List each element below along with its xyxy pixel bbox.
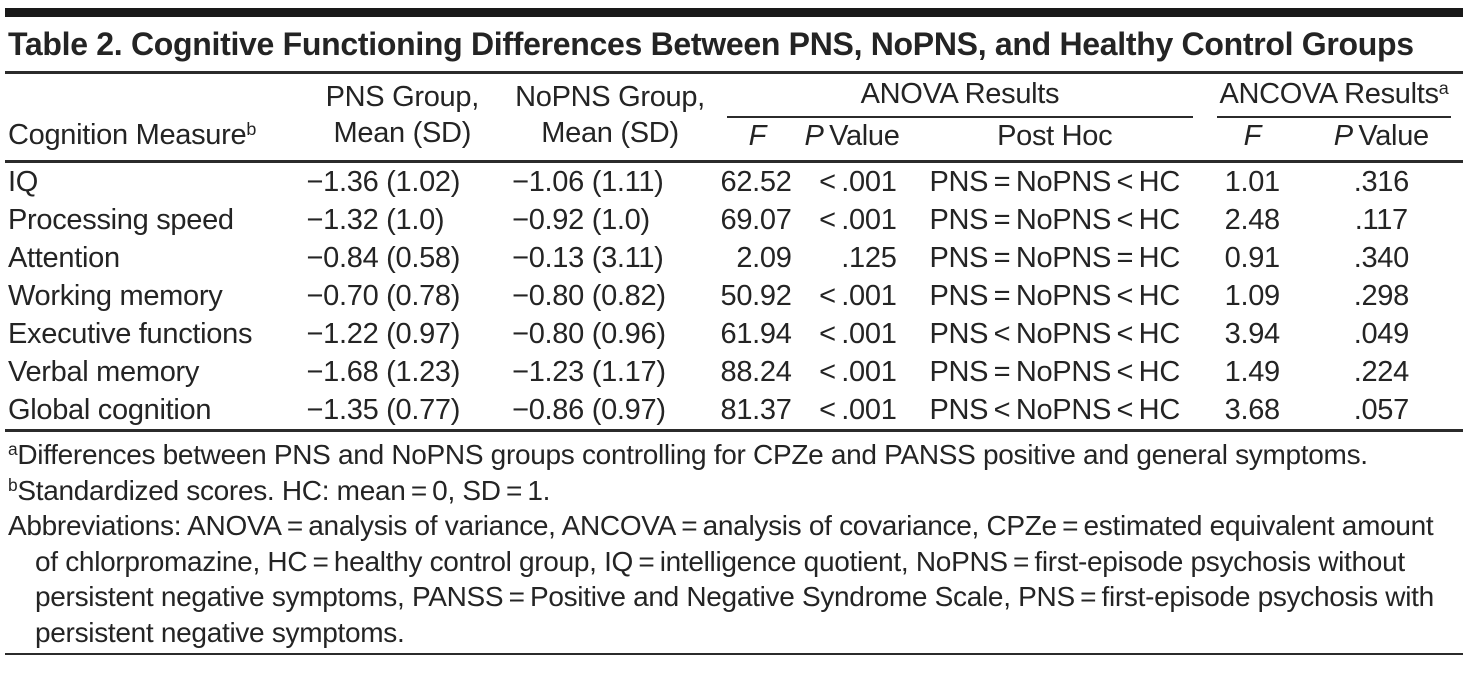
cell-post-hoc: PNS = NoPNS = HC [929, 242, 1180, 274]
cell-pns-mean: −1.68 (1.23) [306, 356, 461, 388]
title-rule [5, 71, 1463, 74]
cell-ancova-p: .117 [1354, 204, 1408, 236]
cell-anova-f: 62.52 [720, 166, 792, 198]
col-header-anova-p-value: P Value [799, 118, 905, 163]
cell-nopns-mean: −0.92 (1.0) [512, 204, 650, 236]
cell-ancova-f: 0.91 [1224, 242, 1281, 274]
table-row-processing-speed: Processing speed −1.32 (1.0) −0.92 (1.0)… [5, 201, 1463, 239]
cell-ancova-f: 3.68 [1204, 391, 1300, 432]
cell-ancova-p: .224 [1353, 356, 1410, 388]
col-header-ancova-f: F [1204, 118, 1300, 163]
cell-anova-f: 88.24 [720, 356, 792, 388]
cell-anova-f: 61.94 [720, 318, 792, 350]
col-header-cognition-measure: Cognition Measureb [5, 74, 300, 163]
cell-anova-f: 69.07 [720, 204, 792, 236]
header-row-subcolumns: F P Value Post Hoc F P Value [5, 118, 1463, 163]
col-header-pns-group: PNS Group, Mean (SD) [299, 74, 506, 163]
col-header-anova-f: F [715, 118, 800, 163]
footnote-marker-b: b [246, 119, 257, 140]
footnotes: aDifferences between PNS and NoPNS group… [8, 437, 1460, 650]
spanner-anova-label: ANOVA Results [727, 78, 1193, 118]
cell-measure: Processing speed [8, 204, 234, 236]
cell-ancova-p: .298 [1353, 280, 1410, 312]
cell-anova-p: .125 [841, 242, 897, 274]
cell-anova-p: < .001 [819, 280, 897, 312]
cell-post-hoc: PNS = NoPNS < HC [929, 280, 1180, 312]
spanner-ancova-label: ANCOVA Resultsa [1216, 78, 1451, 118]
footnote-a-text: Differences between PNS and NoPNS groups… [17, 439, 1368, 470]
footnote-b-marker: b [8, 474, 18, 495]
col-header-cognition-measure-label: Cognition Measure [8, 119, 247, 151]
cell-anova-p: < .001 [799, 391, 905, 432]
footnote-a-marker: a [8, 439, 18, 460]
spanner-ancova-results: ANCOVA Resultsa [1205, 74, 1463, 118]
top-rule [5, 8, 1463, 17]
table-row-global-cognition: Global cognition −1.35 (0.77) −0.86 (0.9… [5, 391, 1463, 432]
cell-nopns-mean: −0.86 (0.97) [505, 391, 716, 432]
spanner-anova-results: ANOVA Results [715, 74, 1205, 118]
cell-pns-mean: −1.22 (0.97) [306, 318, 461, 350]
table-body: IQ −1.36 (1.02) −1.06 (1.11) 62.52 < .00… [5, 162, 1463, 432]
cell-post-hoc: PNS < NoPNS < HC [904, 391, 1205, 432]
cell-anova-f: 50.92 [720, 280, 792, 312]
cell-anova-p: < .001 [819, 356, 897, 388]
table-row-attention: Attention −0.84 (0.58) −0.13 (3.11) 2.09… [5, 239, 1463, 277]
cell-ancova-p: .057 [1299, 391, 1463, 432]
cell-nopns-mean: −0.13 (3.11) [512, 242, 664, 274]
cell-ancova-f: 3.94 [1224, 318, 1281, 350]
cell-nopns-mean: −1.23 (1.17) [512, 356, 666, 388]
cell-post-hoc: PNS = NoPNS < HC [929, 166, 1180, 198]
table-row-working-memory: Working memory −0.70 (0.78) −0.80 (0.82)… [5, 277, 1463, 315]
table-row-iq: IQ −1.36 (1.02) −1.06 (1.11) 62.52 < .00… [5, 162, 1463, 202]
cell-pns-mean: −0.84 (0.58) [306, 242, 461, 274]
cell-measure: Executive functions [8, 318, 253, 350]
footnote-b: bStandardized scores. HC: mean = 0, SD =… [8, 473, 1460, 509]
cell-ancova-p: .316 [1353, 166, 1410, 198]
cell-anova-f: 81.37 [715, 391, 800, 432]
cell-ancova-p: .340 [1353, 242, 1410, 274]
table-header: Cognition Measureb PNS Group, Mean (SD) … [5, 74, 1463, 163]
cell-pns-mean: −1.32 (1.0) [306, 204, 445, 236]
header-row-spanners: Cognition Measureb PNS Group, Mean (SD) … [5, 74, 1463, 163]
cell-anova-p: < .001 [819, 318, 897, 350]
col-header-nopns-group: NoPNS Group, Mean (SD) [505, 74, 716, 163]
footnote-a: aDifferences between PNS and NoPNS group… [8, 437, 1460, 473]
cell-measure: IQ [8, 166, 39, 198]
cell-nopns-mean: −1.06 (1.11) [512, 166, 664, 198]
cell-measure: Working memory [8, 280, 223, 312]
col-header-post-hoc: Post Hoc [904, 118, 1205, 163]
cell-post-hoc: PNS = NoPNS < HC [929, 204, 1180, 236]
cell-measure: Global cognition [5, 391, 300, 432]
cell-ancova-f: 2.48 [1224, 204, 1281, 236]
cell-measure: Verbal memory [8, 356, 200, 388]
cell-anova-p: < .001 [819, 204, 897, 236]
cell-ancova-f: 1.01 [1224, 166, 1281, 198]
table-row-executive-functions: Executive functions −1.22 (0.97) −0.80 (… [5, 315, 1463, 353]
cell-ancova-f: 1.49 [1224, 356, 1281, 388]
col-header-ancova-p-value: P Value [1299, 118, 1463, 163]
cell-ancova-f: 1.09 [1224, 280, 1281, 312]
footnote-marker-a: a [1438, 78, 1449, 99]
table-figure: Table 2. Cognitive Functioning Differenc… [5, 8, 1463, 655]
cell-post-hoc: PNS = NoPNS < HC [929, 356, 1180, 388]
cognition-table: Cognition Measureb PNS Group, Mean (SD) … [5, 74, 1463, 432]
abbreviations-note: Abbreviations: ANOVA = analysis of varia… [8, 510, 1434, 648]
cell-measure: Attention [8, 242, 120, 274]
table-row-verbal-memory: Verbal memory −1.68 (1.23) −1.23 (1.17) … [5, 353, 1463, 391]
cell-pns-mean: −1.35 (0.77) [299, 391, 506, 432]
cell-ancova-p: .049 [1353, 318, 1410, 350]
cell-nopns-mean: −0.80 (0.82) [512, 280, 666, 312]
cell-nopns-mean: −0.80 (0.96) [512, 318, 666, 350]
cell-pns-mean: −1.36 (1.02) [306, 166, 461, 198]
cell-post-hoc: PNS < NoPNS < HC [929, 318, 1180, 350]
cell-anova-f: 2.09 [736, 242, 792, 274]
table-title: Table 2. Cognitive Functioning Differenc… [8, 26, 1414, 62]
cell-pns-mean: −0.70 (0.78) [306, 280, 461, 312]
bottom-rule [5, 653, 1463, 655]
footnote-b-text: Standardized scores. HC: mean = 0, SD = … [17, 474, 551, 506]
cell-anova-p: < .001 [819, 166, 897, 198]
